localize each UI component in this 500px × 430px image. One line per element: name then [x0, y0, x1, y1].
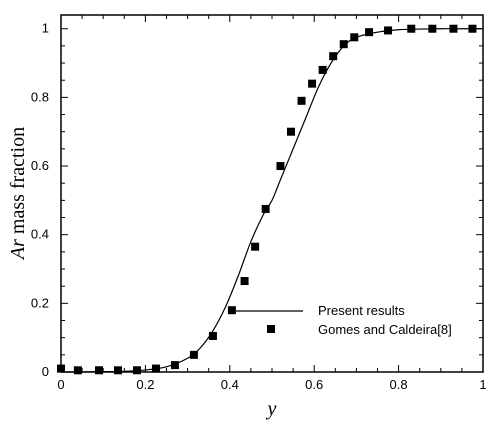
- legend-label-present-results: Present results: [318, 303, 405, 318]
- tick-labels: 0 0.2 0.4 0.6 0.8 1 0 0.2 0.4 0.6 0.8 1: [31, 21, 487, 392]
- axis-ticks: [60, 15, 484, 373]
- y-axis-title: Ar mass fraction: [7, 127, 29, 261]
- legend: Present results Gomes and Caldeira[8]: [236, 303, 452, 337]
- data-point-square: [365, 28, 374, 37]
- y-tick-label: 1: [42, 21, 49, 36]
- data-point-square: [449, 24, 458, 33]
- data-point-square: [384, 26, 393, 35]
- y-tick-label: 0.2: [31, 295, 49, 310]
- data-point-square: [132, 366, 141, 375]
- data-point-square: [261, 204, 270, 213]
- data-point-square: [276, 162, 285, 171]
- data-point-square: [318, 65, 327, 74]
- x-tick-label: 1: [479, 377, 486, 392]
- x-axis-title: y: [266, 398, 277, 420]
- x-tick-label: 0.4: [221, 377, 239, 392]
- y-axis-title-rest: mass fraction: [7, 127, 29, 239]
- data-point-square: [189, 350, 198, 359]
- data-point-square: [329, 52, 338, 61]
- data-point-square: [170, 361, 179, 370]
- y-axis-title-italic: Ar: [7, 239, 29, 261]
- data-point-square: [227, 306, 236, 315]
- legend-label-gomes-caldeira: Gomes and Caldeira[8]: [318, 322, 452, 337]
- y-tick-label: 0.6: [31, 158, 49, 173]
- x-tick-label: 0: [57, 377, 64, 392]
- series-line-present-results: [60, 28, 483, 373]
- data-point-square: [339, 40, 348, 49]
- plot-frame: [60, 14, 484, 373]
- x-tick-label: 0.2: [136, 377, 154, 392]
- data-point-square: [286, 127, 295, 136]
- x-tick-label: 0.6: [305, 377, 323, 392]
- data-point-square: [94, 366, 103, 375]
- data-point-square: [57, 364, 65, 373]
- data-point-square: [407, 24, 416, 33]
- y-tick-label: 0.4: [31, 227, 49, 242]
- data-point-square: [428, 24, 437, 33]
- data-point-square: [308, 79, 317, 88]
- data-point-square: [297, 96, 306, 105]
- data-point-square: [208, 331, 217, 340]
- data-point-square: [73, 366, 82, 375]
- data-point-square: [240, 277, 249, 286]
- legend-marker-square: [267, 325, 275, 333]
- data-point-square: [113, 366, 122, 375]
- series-markers-gomes-caldeira: [57, 24, 477, 375]
- data-point-square: [468, 24, 477, 33]
- y-tick-label: 0: [42, 364, 49, 379]
- data-point-square: [251, 242, 260, 251]
- data-point-square: [350, 33, 359, 42]
- x-tick-label: 0.8: [390, 377, 408, 392]
- y-tick-label: 0.8: [31, 89, 49, 104]
- data-point-square: [151, 364, 160, 373]
